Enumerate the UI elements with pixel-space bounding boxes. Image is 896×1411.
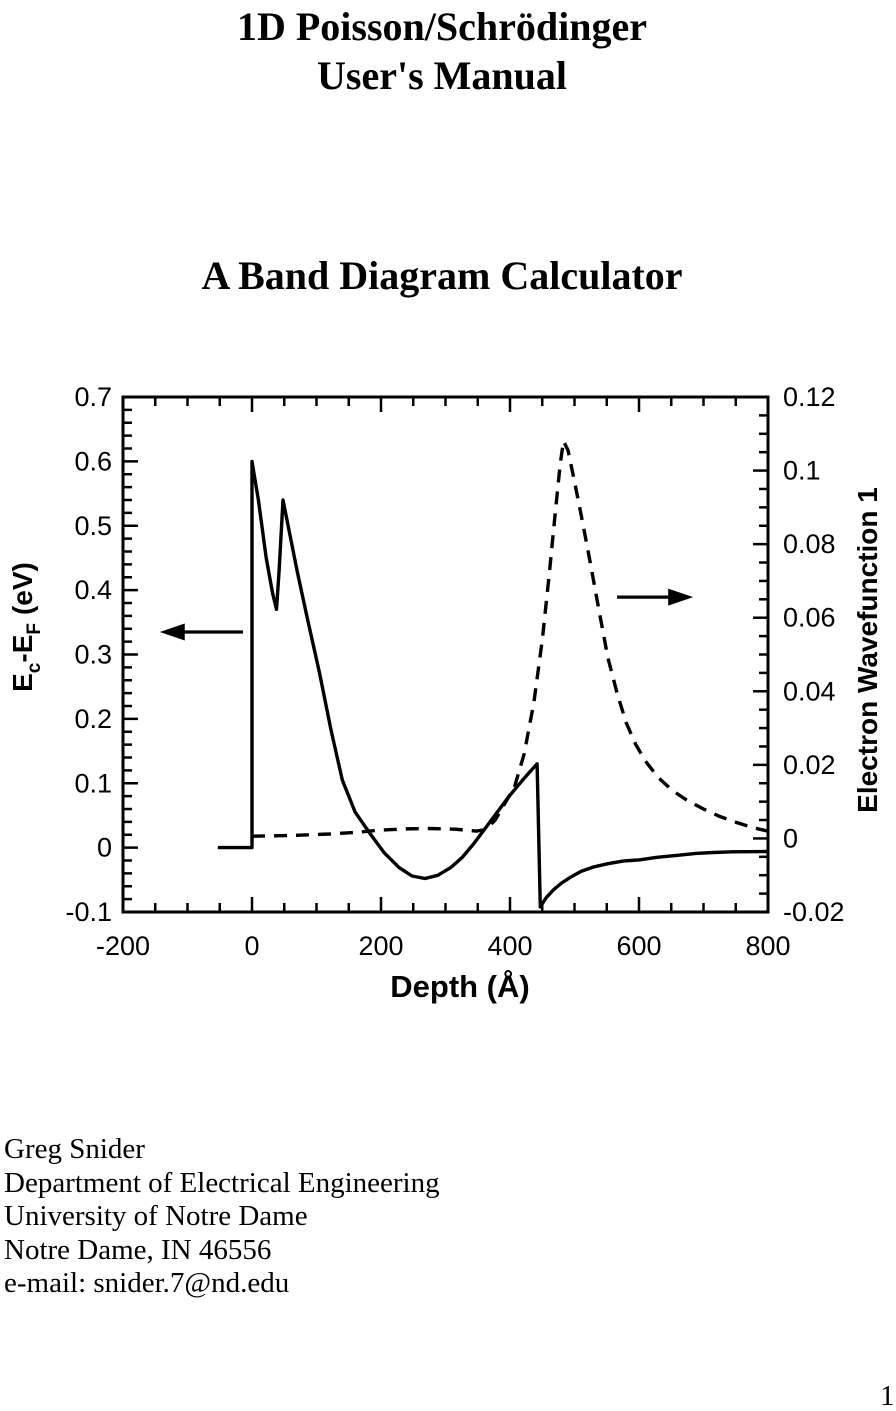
right-y-tick-label: 0.12 (783, 382, 836, 412)
left-y-tick-label: 0.2 (74, 704, 112, 734)
right-y-tick-label: -0.02 (783, 897, 845, 927)
left-y-axis-label-units: (eV) (7, 562, 38, 616)
document-title-line1: 1D Poisson/Schrödinger (236, 4, 648, 49)
x-tick-label: 800 (745, 931, 790, 961)
left-y-tick-label: -0.1 (65, 897, 112, 927)
page-number: 1 (880, 1380, 895, 1411)
x-tick-label: 400 (487, 931, 532, 961)
x-tick-label: -200 (96, 931, 150, 961)
x-axis-ticks (121, 397, 770, 912)
right-y-tick-label: 0 (783, 823, 798, 853)
left-y-axis-label-sub-F: F (24, 623, 45, 635)
band-diagram-chart: -200 0 200 400 600 800 0.7 0.6 0.5 0.4 0.3 0.2 0.1 0 -… (65, 382, 845, 1004)
x-tick-label: 600 (616, 931, 661, 961)
author-city: Notre Dame, IN 46556 (4, 1233, 272, 1266)
author-university: University of Notre Dame (4, 1200, 308, 1232)
author-email: e-mail: snider.7@nd.edu (4, 1267, 290, 1299)
right-y-tick-label: 0.08 (783, 529, 836, 559)
left-y-axis-label-E: E (7, 673, 38, 692)
conduction-band-curve (217, 459, 769, 909)
right-axis-arrow (617, 588, 694, 606)
left-y-tick-label: 0 (97, 833, 112, 863)
left-y-tick-label: 0.7 (74, 382, 112, 412)
document-title-line2: User's Manual (317, 53, 567, 98)
right-y-tick-label: 0.1 (783, 456, 821, 486)
right-y-tick-label: 0.04 (783, 676, 836, 706)
left-y-axis-label-sub-c: c (24, 662, 45, 674)
right-y-tick-label: 0.06 (783, 603, 836, 633)
x-tick-label: 0 (244, 931, 259, 961)
right-y-axis-label: Electron Wavefunction 1 (852, 487, 883, 813)
left-y-tick-label: 0.1 (74, 768, 112, 798)
author-department: Department of Electrical Engineering (4, 1166, 440, 1199)
author-name: Greg Snider (4, 1133, 145, 1165)
document-subtitle: A Band Diagram Calculator (201, 253, 683, 298)
x-tick-label: 200 (358, 931, 403, 961)
x-axis-label: Depth (Å) (390, 969, 529, 1004)
left-y-tick-label: 0.6 (74, 446, 112, 476)
wavefunction-curve (251, 439, 769, 838)
band-diagram-figure: -200 0 200 400 600 800 0.7 0.6 0.5 0.4 0.3 0.2 0.1 0 -… (0, 380, 896, 1040)
left-axis-arrow (159, 623, 243, 641)
document-title: 1D Poisson/Schrödinger User's Manual (0, 2, 884, 100)
left-y-axis-ticks (123, 395, 138, 914)
left-y-tick-label: 0.3 (74, 640, 112, 670)
left-y-tick-label: 0.5 (74, 511, 112, 541)
author-block: Greg Snider Department of Electrical Eng… (4, 1133, 440, 1301)
left-y-axis-label-EF: -E (7, 634, 38, 663)
right-y-axis-ticks (753, 395, 768, 914)
left-y-tick-label: 0.4 (74, 575, 112, 605)
left-y-axis-label: Ec-EF (eV) (7, 537, 45, 717)
right-y-tick-label: 0.02 (783, 750, 836, 780)
